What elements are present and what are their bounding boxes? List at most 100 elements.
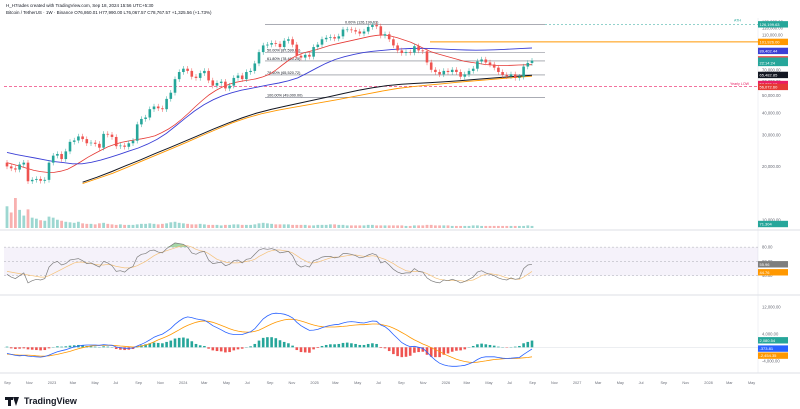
macd-histogram-bar — [425, 347, 429, 355]
candle-body — [119, 145, 122, 147]
volume-bar — [190, 224, 194, 228]
volume-bar — [211, 224, 215, 228]
tradingview-logo[interactable]: TradingView — [5, 396, 77, 406]
candle-body — [480, 59, 483, 62]
volume-bar — [119, 224, 122, 228]
macd-histogram-bar — [72, 345, 76, 348]
macd-histogram-bar — [274, 338, 278, 348]
volume-bar — [161, 223, 164, 228]
macd-histogram-bar — [165, 341, 168, 348]
fib-level-label: 50.00% (87,599.81) — [267, 48, 301, 52]
volume-bar — [22, 215, 26, 228]
volume-bar — [299, 224, 303, 228]
candle-body — [56, 153, 59, 156]
candle-body — [219, 81, 223, 83]
macd-histogram-bar — [354, 343, 357, 348]
candle-body — [354, 30, 357, 32]
macd-histogram-bar — [320, 345, 324, 348]
macd-histogram-bar — [270, 337, 273, 348]
volume-bar — [413, 225, 416, 228]
time-axis-label: Jul — [639, 381, 644, 385]
candle-body — [312, 47, 315, 57]
candle-body — [459, 72, 462, 77]
time-axis-label: Nov — [157, 381, 164, 385]
volume-bar — [43, 220, 47, 228]
volume-bar — [152, 223, 156, 228]
tradingview-brand-text: TradingView — [24, 396, 77, 406]
candle-body — [161, 108, 164, 110]
macd-hist-badge: 2,080.54 — [760, 338, 776, 343]
macd-histogram-bar — [182, 337, 185, 348]
volume-bar — [324, 224, 328, 228]
candle-body — [467, 70, 471, 75]
candle-body — [324, 37, 328, 40]
macd-histogram-bar — [379, 347, 383, 349]
volume-bar — [308, 225, 311, 228]
candle-body — [249, 70, 252, 73]
candle-body — [396, 45, 399, 51]
macd-histogram-bar — [492, 345, 496, 348]
volume-bar — [72, 222, 76, 228]
macd-histogram-bar — [56, 346, 59, 348]
candle-body — [526, 62, 530, 67]
macd-histogram-bar — [438, 347, 441, 358]
time-axis-label: 2023 — [48, 381, 56, 385]
time-axis-label: May — [748, 381, 755, 385]
volume-bar — [312, 225, 315, 228]
volume-bar — [89, 223, 93, 228]
price-badge: 89,402.44 — [760, 49, 779, 54]
macd-histogram-bar — [224, 347, 227, 353]
macd-histogram-bar — [522, 343, 525, 348]
candle-body — [152, 106, 156, 110]
candle-body — [102, 133, 105, 148]
candle-body — [30, 179, 34, 182]
volume-bar — [165, 223, 168, 228]
volume-bar — [182, 223, 185, 228]
volume-bar — [144, 223, 147, 228]
macd-histogram-bar — [194, 343, 198, 348]
candle-body — [186, 68, 189, 71]
macd-histogram-bar — [312, 347, 315, 350]
candle-body — [39, 178, 42, 181]
candle-body — [89, 142, 93, 144]
time-axis-label: Sep — [529, 381, 536, 385]
time-axis-label: Sep — [398, 381, 405, 385]
macd-histogram-bar — [417, 347, 420, 353]
candle-body — [375, 25, 378, 27]
volume-bar — [93, 224, 97, 228]
price-tick-label: 30,000.00 — [762, 133, 781, 138]
volume-bar — [135, 224, 139, 228]
price-tick-label: 120,000.00 — [762, 26, 784, 31]
macd-histogram-bar — [287, 343, 290, 348]
candle-body — [144, 117, 147, 119]
candle-body — [425, 51, 429, 63]
volume-bar — [102, 222, 105, 228]
macd-histogram-bar — [337, 343, 341, 348]
price-badge-bg — [758, 47, 788, 55]
candle-body — [463, 74, 467, 77]
volume-bar — [467, 225, 471, 228]
macd-histogram-bar — [232, 347, 236, 351]
candle-body — [450, 69, 454, 73]
macd-histogram-bar — [400, 347, 404, 358]
macd-line — [6, 312, 533, 367]
candle-body — [207, 70, 210, 81]
time-axis-label: Sep — [4, 381, 11, 385]
volume-bar — [207, 224, 210, 228]
price-badge-bg — [758, 59, 788, 67]
candle-body — [232, 77, 236, 86]
macd-histogram-bar — [22, 347, 26, 349]
candle-body — [5, 162, 9, 167]
volume-bar — [366, 224, 370, 228]
volume-bar — [140, 223, 143, 228]
price-badge-bg — [758, 83, 788, 91]
candle-body — [68, 141, 72, 152]
candle-body — [18, 164, 21, 170]
volume-bar — [509, 225, 513, 228]
time-axis-label: Jul — [245, 381, 250, 385]
candle-body — [173, 79, 177, 93]
ath-label: ATH — [734, 18, 741, 22]
candle-body — [14, 168, 17, 170]
macd-value-badge: -373.81 — [760, 346, 774, 351]
